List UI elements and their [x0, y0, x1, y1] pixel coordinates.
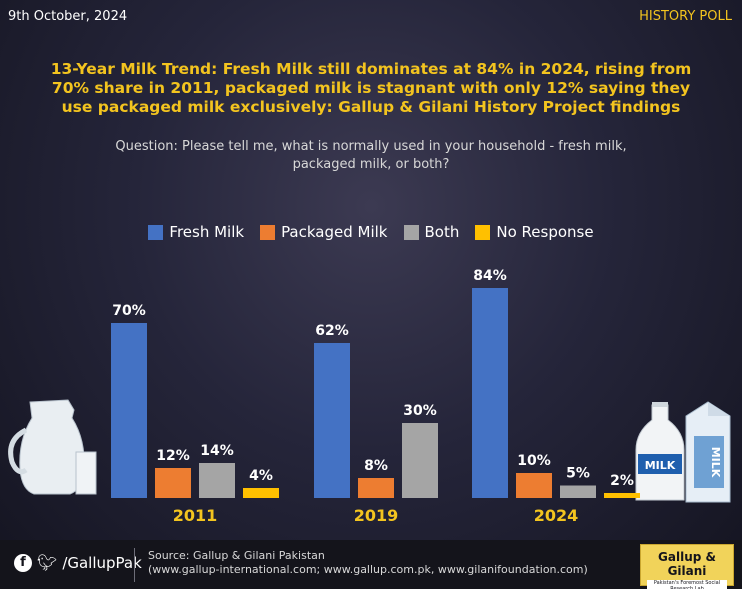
poll-tag: HISTORY POLL [639, 9, 732, 24]
legend-swatch-packaged [260, 224, 276, 240]
category-label-2024: 2024 [534, 506, 579, 525]
data-label-2024-fresh-milk: 84% [473, 268, 507, 284]
data-label-2011-packaged-milk: 12% [156, 448, 190, 464]
data-label-2011-both: 14% [200, 443, 234, 459]
legend-swatch-no-response [475, 224, 491, 240]
data-label-2024-packaged-milk: 10% [517, 453, 551, 469]
publish-date: 9th October, 2024 [8, 9, 128, 24]
bottle-label: MILK [645, 459, 676, 472]
bar-2024-fresh-milk [472, 288, 508, 498]
social-links[interactable]: f 🐦︎ /GallupPak [14, 553, 142, 572]
bar-2024-packaged-milk [516, 473, 552, 498]
facebook-icon[interactable]: f [14, 553, 32, 572]
twitter-icon[interactable]: 🐦︎ [37, 553, 58, 572]
gallup-gilani-logo: Gallup & Gilani Pakistan's Foremost Soci… [640, 544, 734, 589]
legend-fresh-milk: Fresh Milk [148, 223, 244, 241]
logo-subtitle: Pakistan's Foremost Social Research Lab [647, 580, 727, 589]
legend-label-packaged: Packaged Milk [281, 223, 388, 241]
chart-legend: Fresh Milk Packaged Milk Both No Respons… [0, 223, 742, 241]
bar-2024-no-response [604, 493, 640, 498]
bar-series-group: 70% 12% 14% 4% 2011 62% 8% 30% 2019 84% 10% 5% 2% 202… [111, 268, 640, 525]
data-label-2024-both: 5% [566, 466, 590, 482]
milk-jug-illustration [8, 399, 97, 495]
data-label-2011-no-response: 4% [249, 468, 273, 484]
category-label-2019: 2019 [354, 506, 399, 525]
legend-swatch-fresh [148, 224, 164, 240]
legend-label-both: Both [424, 223, 460, 241]
data-label-2024-no-response: 2% [610, 473, 634, 489]
survey-question: Question: Please tell me, what is normal… [115, 139, 627, 172]
bar-chart: MILK MILK 70% 12% 14% 4% 2011 62% 8% 30% 2019 84%… [8, 268, 731, 525]
bar-2019-fresh-milk [314, 343, 350, 498]
carton-label: MILK [709, 447, 722, 478]
footer-divider [134, 548, 135, 582]
headline: 13-Year Milk Trend: Fresh Milk still dom… [50, 60, 692, 116]
bar-2019-both [402, 423, 438, 498]
bar-2011-no-response [243, 488, 279, 498]
category-label-2011: 2011 [173, 506, 218, 525]
bar-2011-packaged-milk [155, 468, 191, 498]
legend-swatch-both [403, 224, 419, 240]
footer: f 🐦︎ /GallupPak Source: Gallup & Gilani … [0, 540, 742, 589]
bar-2024-both [560, 485, 596, 498]
social-handle[interactable]: /GallupPak [62, 553, 142, 572]
milk-bottle-carton-illustration: MILK MILK [635, 401, 731, 503]
source-line-1: Source: Gallup & Gilani Pakistan [148, 549, 325, 562]
legend-both: Both [403, 223, 460, 241]
bar-2011-both [199, 463, 235, 498]
legend-no-response: No Response [475, 223, 594, 241]
data-label-2019-both: 30% [403, 403, 437, 419]
data-label-2019-fresh-milk: 62% [315, 323, 349, 339]
legend-label-no-response: No Response [496, 223, 594, 241]
data-label-2011-fresh-milk: 70% [112, 303, 146, 319]
bar-2019-packaged-milk [358, 478, 394, 498]
bar-2011-fresh-milk [111, 323, 147, 498]
source-line-2: (www.gallup-international.com; www.gallu… [148, 563, 588, 576]
data-label-2019-packaged-milk: 8% [364, 458, 388, 474]
logo-name: Gallup & Gilani [658, 550, 716, 578]
legend-packaged-milk: Packaged Milk [260, 223, 388, 241]
top-bar: 9th October, 2024 HISTORY POLL [0, 0, 742, 36]
legend-label-fresh: Fresh Milk [169, 223, 245, 241]
source-credit: Source: Gallup & Gilani Pakistan (www.ga… [148, 549, 588, 577]
